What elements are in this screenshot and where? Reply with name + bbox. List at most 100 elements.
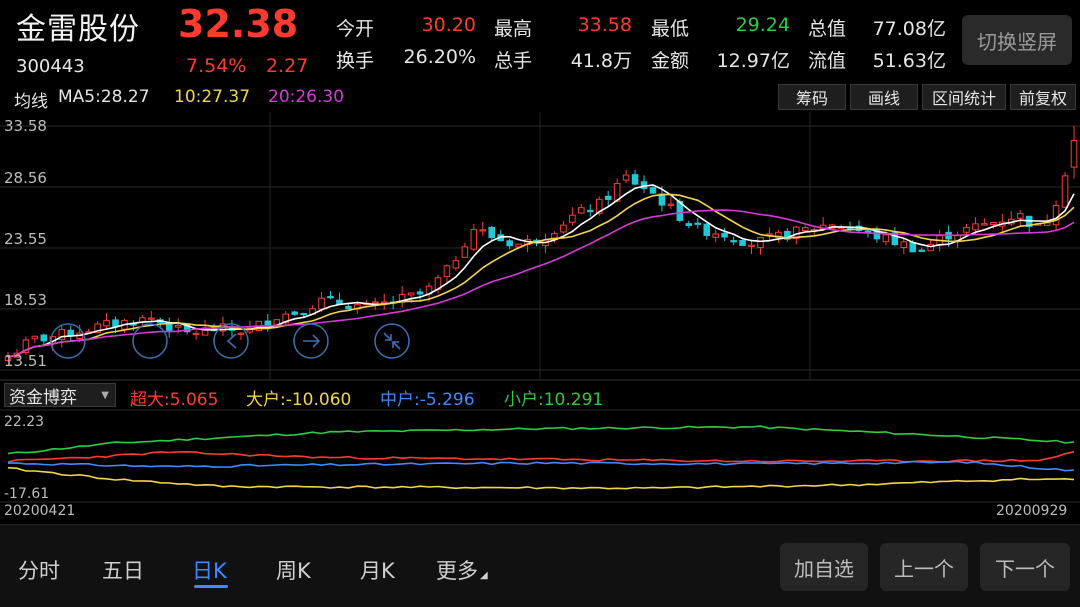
candle [927,243,934,252]
candle [963,226,970,233]
candle [990,222,997,226]
candle [318,297,325,310]
y-axis-label: 28.56 [4,169,47,187]
dropdown-arrow-icon: ▼ [101,390,109,401]
candle [479,229,487,232]
candle [58,329,66,340]
chips-button[interactable]: 筹码 [778,84,846,110]
candle [739,240,746,246]
forward-adjust-button[interactable]: 前复权 [1010,84,1076,110]
bottom-bar: 分时 五日 日K 周K 月K 更多 ◢ 加自选 上一个 下一个 [0,524,1080,607]
candle [300,312,307,316]
candle [1052,204,1060,226]
tab-intraday[interactable]: 分时 [18,559,60,583]
scroll-right-icon[interactable] [293,323,329,359]
candle [604,195,612,200]
candle [864,230,872,233]
candle [909,242,917,253]
candle [103,320,110,327]
amount-value: 12.97亿 [716,50,790,72]
ma-title: 均线 [14,92,48,112]
range-stats-button[interactable]: 区间统计 [922,84,1006,110]
candle [981,223,988,226]
corner-arrow-icon: ◢ [480,570,488,581]
candle [622,174,630,181]
draw-line-button[interactable]: 画线 [850,84,918,110]
candle [372,301,379,304]
candle [784,230,791,240]
volume-label: 总手 [494,50,533,72]
tab-monthly-k[interactable]: 月K [360,559,395,583]
tab-weekly-k[interactable]: 周K [276,559,311,583]
candle [748,244,755,247]
stock-price: 32.38 [178,2,299,46]
candle [873,229,881,240]
low-value: 29.24 [735,14,790,36]
candle [148,317,155,320]
candle [757,237,764,249]
change-percent: 7.54% [186,55,247,77]
volume-value: 41.8万 [570,50,632,72]
candle [237,332,245,335]
y-axis-label: 18.53 [4,291,47,309]
total-value: 77.08亿 [872,18,946,40]
indicator-select[interactable]: 资金博弈 ▼ [4,383,116,408]
candle [891,232,899,246]
candle [667,203,675,206]
candle [264,320,272,326]
y-axis-label: 13.51 [4,352,47,370]
change-amount: 2.27 [266,55,309,77]
candle [22,339,30,354]
candle [721,232,728,238]
candle [416,291,424,295]
candle [586,209,594,213]
scroll-left-icon[interactable] [213,323,249,359]
candle [703,223,710,236]
kline-chart[interactable]: 33.58 28.56 23.55 18.53 13.51 22.23 -17.61 [0,112,1080,524]
candle [488,226,496,239]
turnover-value: 26.20% [403,46,476,68]
stock-code: 300443 [16,56,85,77]
large-flow-line [7,466,1075,490]
stock-name: 金雷股份 [16,12,140,47]
candle [282,313,289,324]
tab-daily-k[interactable]: 日K [192,559,227,583]
zoom-out-icon[interactable] [132,323,168,359]
tab-five-day[interactable]: 五日 [102,559,144,583]
candle [174,325,182,328]
turnover-label: 换手 [336,50,375,72]
switch-portrait-button[interactable]: 切换竖屏 [962,15,1072,65]
flow-y-top-label: 22.23 [4,414,44,430]
candle [685,223,693,226]
candle [94,323,101,334]
candle [1061,175,1069,208]
candle [595,198,603,214]
candle [443,265,451,278]
candle [900,241,908,249]
float-value-label: 流值 [808,50,847,72]
tab-more[interactable]: 更多 ◢ [436,555,488,585]
flow-y-bottom-label: -17.61 [4,486,49,502]
collapse-icon[interactable] [374,323,410,359]
candle [972,223,979,231]
ma5-line [7,184,1075,358]
candle [461,246,469,258]
candle [380,301,388,304]
amount-label: 金额 [651,50,690,72]
candle [345,306,352,310]
candle [31,335,39,340]
candle [712,233,719,238]
add-watchlist-button[interactable]: 加自选 [780,543,868,591]
float-value: 51.63亿 [872,50,946,72]
candle [40,334,48,342]
candle [578,207,585,214]
candle [1016,213,1024,219]
open-value: 30.20 [421,14,476,36]
zoom-in-icon[interactable] [50,323,86,359]
ma10-line [7,193,1075,358]
indicator-select-label: 资金博弈 [9,387,77,408]
candle [569,214,576,223]
next-stock-button[interactable]: 下一个 [980,543,1070,591]
previous-stock-button[interactable]: 上一个 [880,543,968,591]
candle [165,323,173,331]
